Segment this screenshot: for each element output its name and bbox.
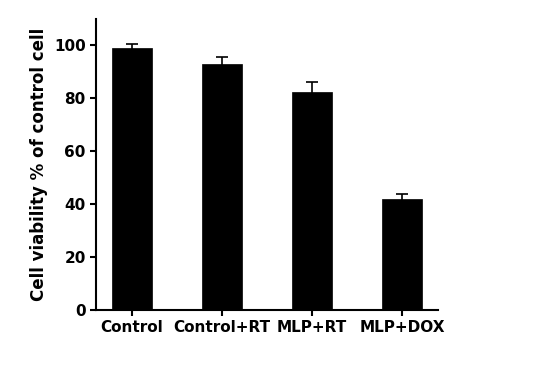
Bar [292, 92, 332, 310]
Bar [202, 64, 242, 310]
Y-axis label: Cell viability % of control cell: Cell viability % of control cell [30, 28, 49, 301]
Bar [382, 199, 422, 310]
Bar [112, 48, 152, 310]
